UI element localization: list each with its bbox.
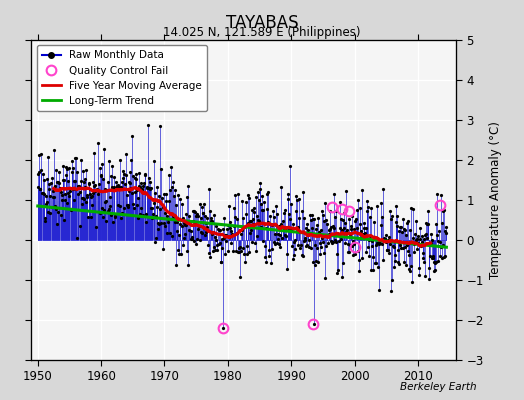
Text: 14.025 N, 121.589 E (Philippines): 14.025 N, 121.589 E (Philippines) [163, 26, 361, 39]
Y-axis label: Temperature Anomaly (°C): Temperature Anomaly (°C) [489, 121, 502, 279]
Legend: Raw Monthly Data, Quality Control Fail, Five Year Moving Average, Long-Term Tren: Raw Monthly Data, Quality Control Fail, … [37, 45, 207, 111]
Text: Berkeley Earth: Berkeley Earth [400, 382, 477, 392]
Text: TAYABAS: TAYABAS [226, 14, 298, 32]
